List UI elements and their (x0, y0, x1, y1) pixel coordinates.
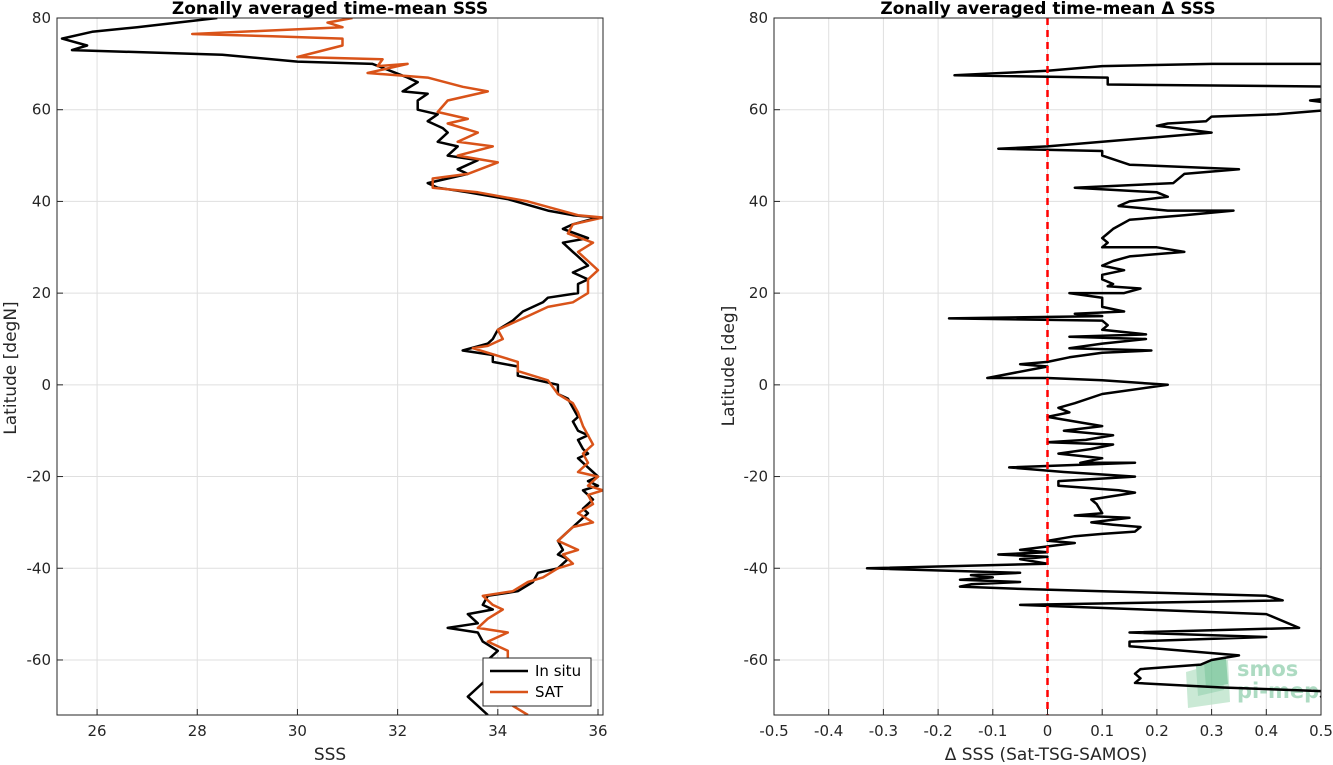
sss-series-line-sat (190, 18, 603, 715)
sss-x-axis-label: SSS (314, 745, 346, 765)
delta-sss-x-tick-label: 0.4 (1254, 722, 1278, 740)
legend-label-sat: SAT (535, 683, 564, 701)
sss-y-tick-label: 60 (32, 101, 51, 119)
sss-y-tick-label: 80 (32, 9, 51, 27)
delta-sss-x-tick-label: 0.1 (1090, 722, 1114, 740)
sss-ticks: 26 28 30 32 34 36 -60 -40 -20 0 20 40 60 80 (27, 9, 608, 740)
delta-sss-x-axis-label: Δ SSS (Sat-TSG-SAMOS) (945, 745, 1148, 765)
sss-x-tick-label: 32 (388, 722, 407, 740)
delta-sss-x-tick-label: -0.2 (923, 722, 952, 740)
delta-sss-x-tick-label: 0.2 (1145, 722, 1169, 740)
sss-plot-area (57, 18, 603, 715)
sss-x-tick-label: 28 (188, 722, 207, 740)
delta-sss-y-tick-label: 40 (749, 192, 768, 210)
sss-x-tick-label: 26 (88, 722, 107, 740)
delta-sss-y-tick-label: 80 (749, 9, 768, 27)
delta-sss-panel: smos pi-mep -0.5 -0.4 -0.3 -0.2 -0.1 0 0.1 0.2 0… (719, 0, 1333, 765)
delta-sss-y-tick-label: 0 (758, 376, 768, 394)
sss-y-tick-label: -60 (27, 651, 52, 669)
delta-sss-chart-title: Zonally averaged time-mean Δ SSS (880, 0, 1215, 19)
sss-x-tick-label: 30 (288, 722, 307, 740)
delta-sss-series-group (865, 62, 1321, 698)
delta-sss-x-tick-label: -0.5 (759, 722, 788, 740)
delta-sss-y-tick-label: 20 (749, 284, 768, 302)
delta-sss-x-tick-label: 0 (1043, 722, 1053, 740)
delta-sss-ticks: -0.5 -0.4 -0.3 -0.2 -0.1 0 0.1 0.2 0.3 0.4 0.5 -60 -… (744, 9, 1333, 740)
sss-y-tick-label: 20 (32, 284, 51, 302)
delta-sss-y-tick-label: -20 (744, 468, 769, 486)
delta-sss-y-axis-label: Latitude [deg] (719, 306, 739, 427)
legend-box (482, 657, 592, 707)
delta-sss-y-tick-label: -40 (744, 559, 769, 577)
logo-text-smos: smos (1237, 657, 1298, 681)
delta-sss-x-tick-label: 0.5 (1309, 722, 1333, 740)
delta-sss-x-tick-label: -0.4 (814, 722, 843, 740)
sss-panel: 26 28 30 32 34 36 -60 -40 -20 0 20 40 60 80 Zonally a… (1, 0, 608, 765)
sss-y-tick-label: -20 (27, 468, 52, 486)
sss-y-tick-label: -40 (27, 559, 52, 577)
delta-sss-x-tick-label: 0.3 (1200, 722, 1224, 740)
sss-chart-title: Zonally averaged time-mean SSS (172, 0, 488, 19)
delta-sss-x-tick-label: -0.3 (869, 722, 898, 740)
sss-series-group (60, 18, 603, 715)
legend-label-in-situ: In situ (535, 662, 581, 680)
delta-sss-series-line-0 (865, 62, 1321, 698)
delta-sss-x-tick-label: -0.1 (978, 722, 1007, 740)
sss-y-tick-label: 40 (32, 192, 51, 210)
delta-sss-y-tick-label: 60 (749, 101, 768, 119)
sss-y-axis-label: Latitude [degN] (1, 301, 21, 434)
sss-axes-box (56, 17, 604, 716)
delta-sss-y-tick-label: -60 (744, 651, 769, 669)
sss-x-tick-label: 34 (488, 722, 507, 740)
sss-x-tick-label: 36 (588, 722, 607, 740)
sss-legend: In situ SAT (482, 657, 592, 707)
sss-y-tick-label: 0 (41, 376, 51, 394)
